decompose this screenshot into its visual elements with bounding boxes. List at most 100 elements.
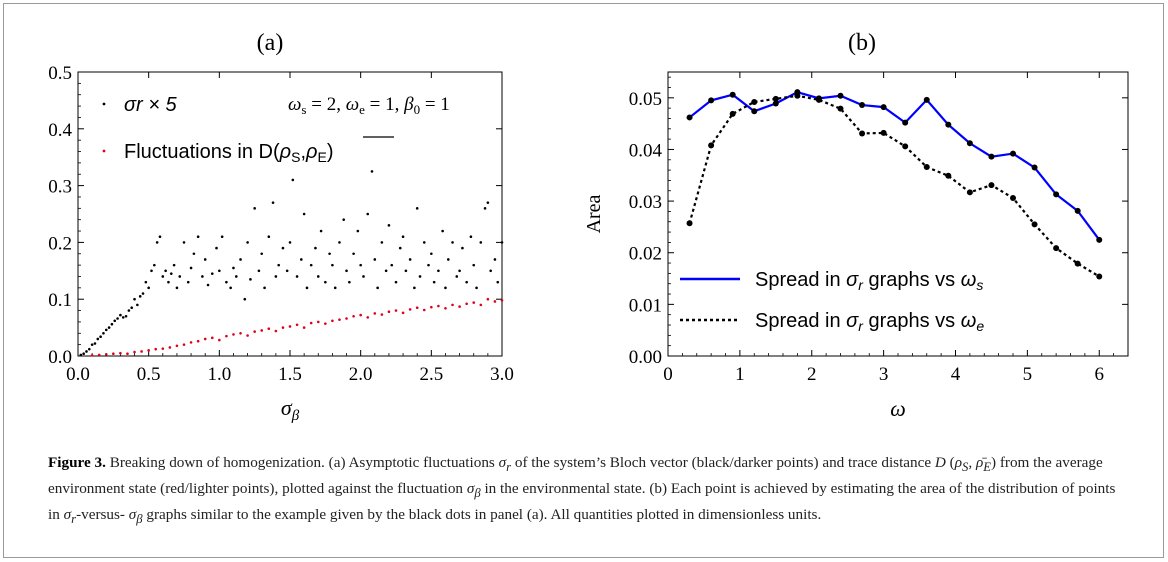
sigma-r-point <box>136 303 139 307</box>
sigma-r-point <box>141 292 145 295</box>
fluctuation-point <box>154 347 158 351</box>
sigma-r-point <box>220 235 224 239</box>
fluctuation-point <box>458 305 461 308</box>
sigma-r-point <box>99 335 102 338</box>
panel-b-legend: Spread in σr graphs vs ωs Spread in σr g… <box>680 269 984 334</box>
sigma-r-point <box>398 246 402 250</box>
fluctuation-point <box>232 333 235 336</box>
series-omega-s-point <box>880 104 887 111</box>
sigma-r-point <box>328 252 331 256</box>
series-omega-e-point <box>902 143 909 150</box>
caption-label: Figure 3. <box>48 454 106 471</box>
series-omega-e-point <box>794 92 801 99</box>
sigma-r-point <box>362 275 365 278</box>
fluctuation-point <box>444 306 447 310</box>
sigma-r-point <box>469 235 473 239</box>
sigma-r-point <box>161 275 165 278</box>
sigma-r-point <box>446 258 450 261</box>
fluctuation-point <box>359 313 362 317</box>
caption-text: of the system’s Bloch vector (black/dark… <box>511 454 935 471</box>
caption-math: r <box>506 460 512 475</box>
sigma-r-point <box>82 352 85 356</box>
caption-math: S <box>962 460 969 475</box>
sigma-r-point <box>331 263 334 267</box>
series-omega-s-point <box>1031 164 1038 171</box>
y-tick-label: 0.05 <box>629 89 662 110</box>
y-tick-label: 0.5 <box>48 63 72 84</box>
y-tick-label: 0.04 <box>629 140 663 161</box>
sigma-r-point <box>130 306 134 310</box>
sigma-r-point <box>150 269 153 273</box>
sigma-r-point <box>345 269 348 273</box>
series-omega-s-point <box>751 108 758 115</box>
figure-caption: Figure 3. Breaking down of homogenizatio… <box>48 452 1128 530</box>
fluctuation-point <box>119 351 122 355</box>
sigma-r-point <box>107 326 111 329</box>
sigma-r-point <box>201 275 204 278</box>
series-omega-e-point <box>772 95 779 102</box>
sigma-r-point <box>475 286 478 290</box>
series-omega-e-point <box>815 96 822 103</box>
sigma-r-point <box>432 280 436 284</box>
sigma-r-point <box>430 252 433 256</box>
sigma-r-point <box>302 212 306 216</box>
sigma-r-point <box>314 246 317 250</box>
sigma-r-point <box>119 313 122 317</box>
sigma-r-point <box>295 275 299 278</box>
sigma-r-point <box>210 272 214 275</box>
series-omega-e-point <box>923 164 930 171</box>
panel-a-legend: σr × 5 Fluctuations in D(ρS,ρE) <box>102 94 394 165</box>
fluctuation-point <box>394 309 398 312</box>
fluctuation-point <box>345 317 348 320</box>
sigma-r-point <box>324 280 327 284</box>
fluctuation-point <box>366 316 370 319</box>
fluctuation-point <box>316 320 320 324</box>
series-omega-e-point <box>988 182 995 189</box>
fluctuation-point <box>246 334 249 337</box>
sigma-r-point <box>486 201 490 204</box>
x-tick-label: 3.0 <box>490 364 514 385</box>
sigma-r-point <box>366 212 370 216</box>
caption-math: r <box>71 512 77 527</box>
sigma-r-point <box>79 353 83 357</box>
sigma-r-point <box>169 272 173 275</box>
sigma-r-point <box>90 343 94 346</box>
sigma-r-point <box>253 207 256 210</box>
x-tick-label: 1 <box>735 364 745 385</box>
panel-b-x-axis: 0 1 2 3 4 5 6 <box>663 72 1129 385</box>
fluctuation-point <box>338 318 341 321</box>
sigma-r-point <box>342 218 346 221</box>
sigma-r-point <box>234 275 238 278</box>
sigma-r-point <box>267 235 271 239</box>
sigma-r-point <box>384 269 388 273</box>
caption-math: ρ̄ <box>975 454 984 471</box>
legend-blue-label: Spread in σr graphs vs ωs <box>755 269 983 293</box>
fluctuation-point <box>196 339 200 343</box>
fluctuation-point <box>104 352 108 356</box>
fluctuation-point <box>239 331 242 335</box>
figure-frame <box>3 3 1164 558</box>
panel-b-chart: (b) 0.00 0.01 0.02 0.03 0.04 0.05 0 1 2 3 4 5 6 Are… <box>583 30 1129 421</box>
fluctuation-point <box>415 306 419 310</box>
series-omega-s-point <box>1010 150 1016 157</box>
sigma-r-point <box>102 331 105 335</box>
fluctuation-point <box>380 313 384 316</box>
fluctuation-point <box>472 301 476 304</box>
sigma-r-point <box>189 266 193 270</box>
fluctuation-point <box>274 329 278 333</box>
series-omega-e-line <box>688 94 1100 278</box>
fluctuation-point <box>479 303 483 307</box>
sigma-r-point <box>274 275 278 278</box>
sigma-r-point <box>153 263 156 267</box>
fluctuation-point <box>133 350 136 354</box>
sigma-r-point <box>85 350 88 353</box>
series-omega-s-point <box>859 102 866 109</box>
fluctuation-point <box>90 354 94 357</box>
sigma-r-point <box>133 297 136 301</box>
caption-text: in the environmental state. (b) Each poi… <box>48 480 1116 524</box>
sigma-r-point <box>167 280 170 284</box>
series-omega-s-point <box>1074 207 1081 214</box>
sigma-r-point <box>500 241 504 244</box>
sigma-r-point <box>415 207 419 210</box>
sigma-r-point <box>422 241 426 244</box>
